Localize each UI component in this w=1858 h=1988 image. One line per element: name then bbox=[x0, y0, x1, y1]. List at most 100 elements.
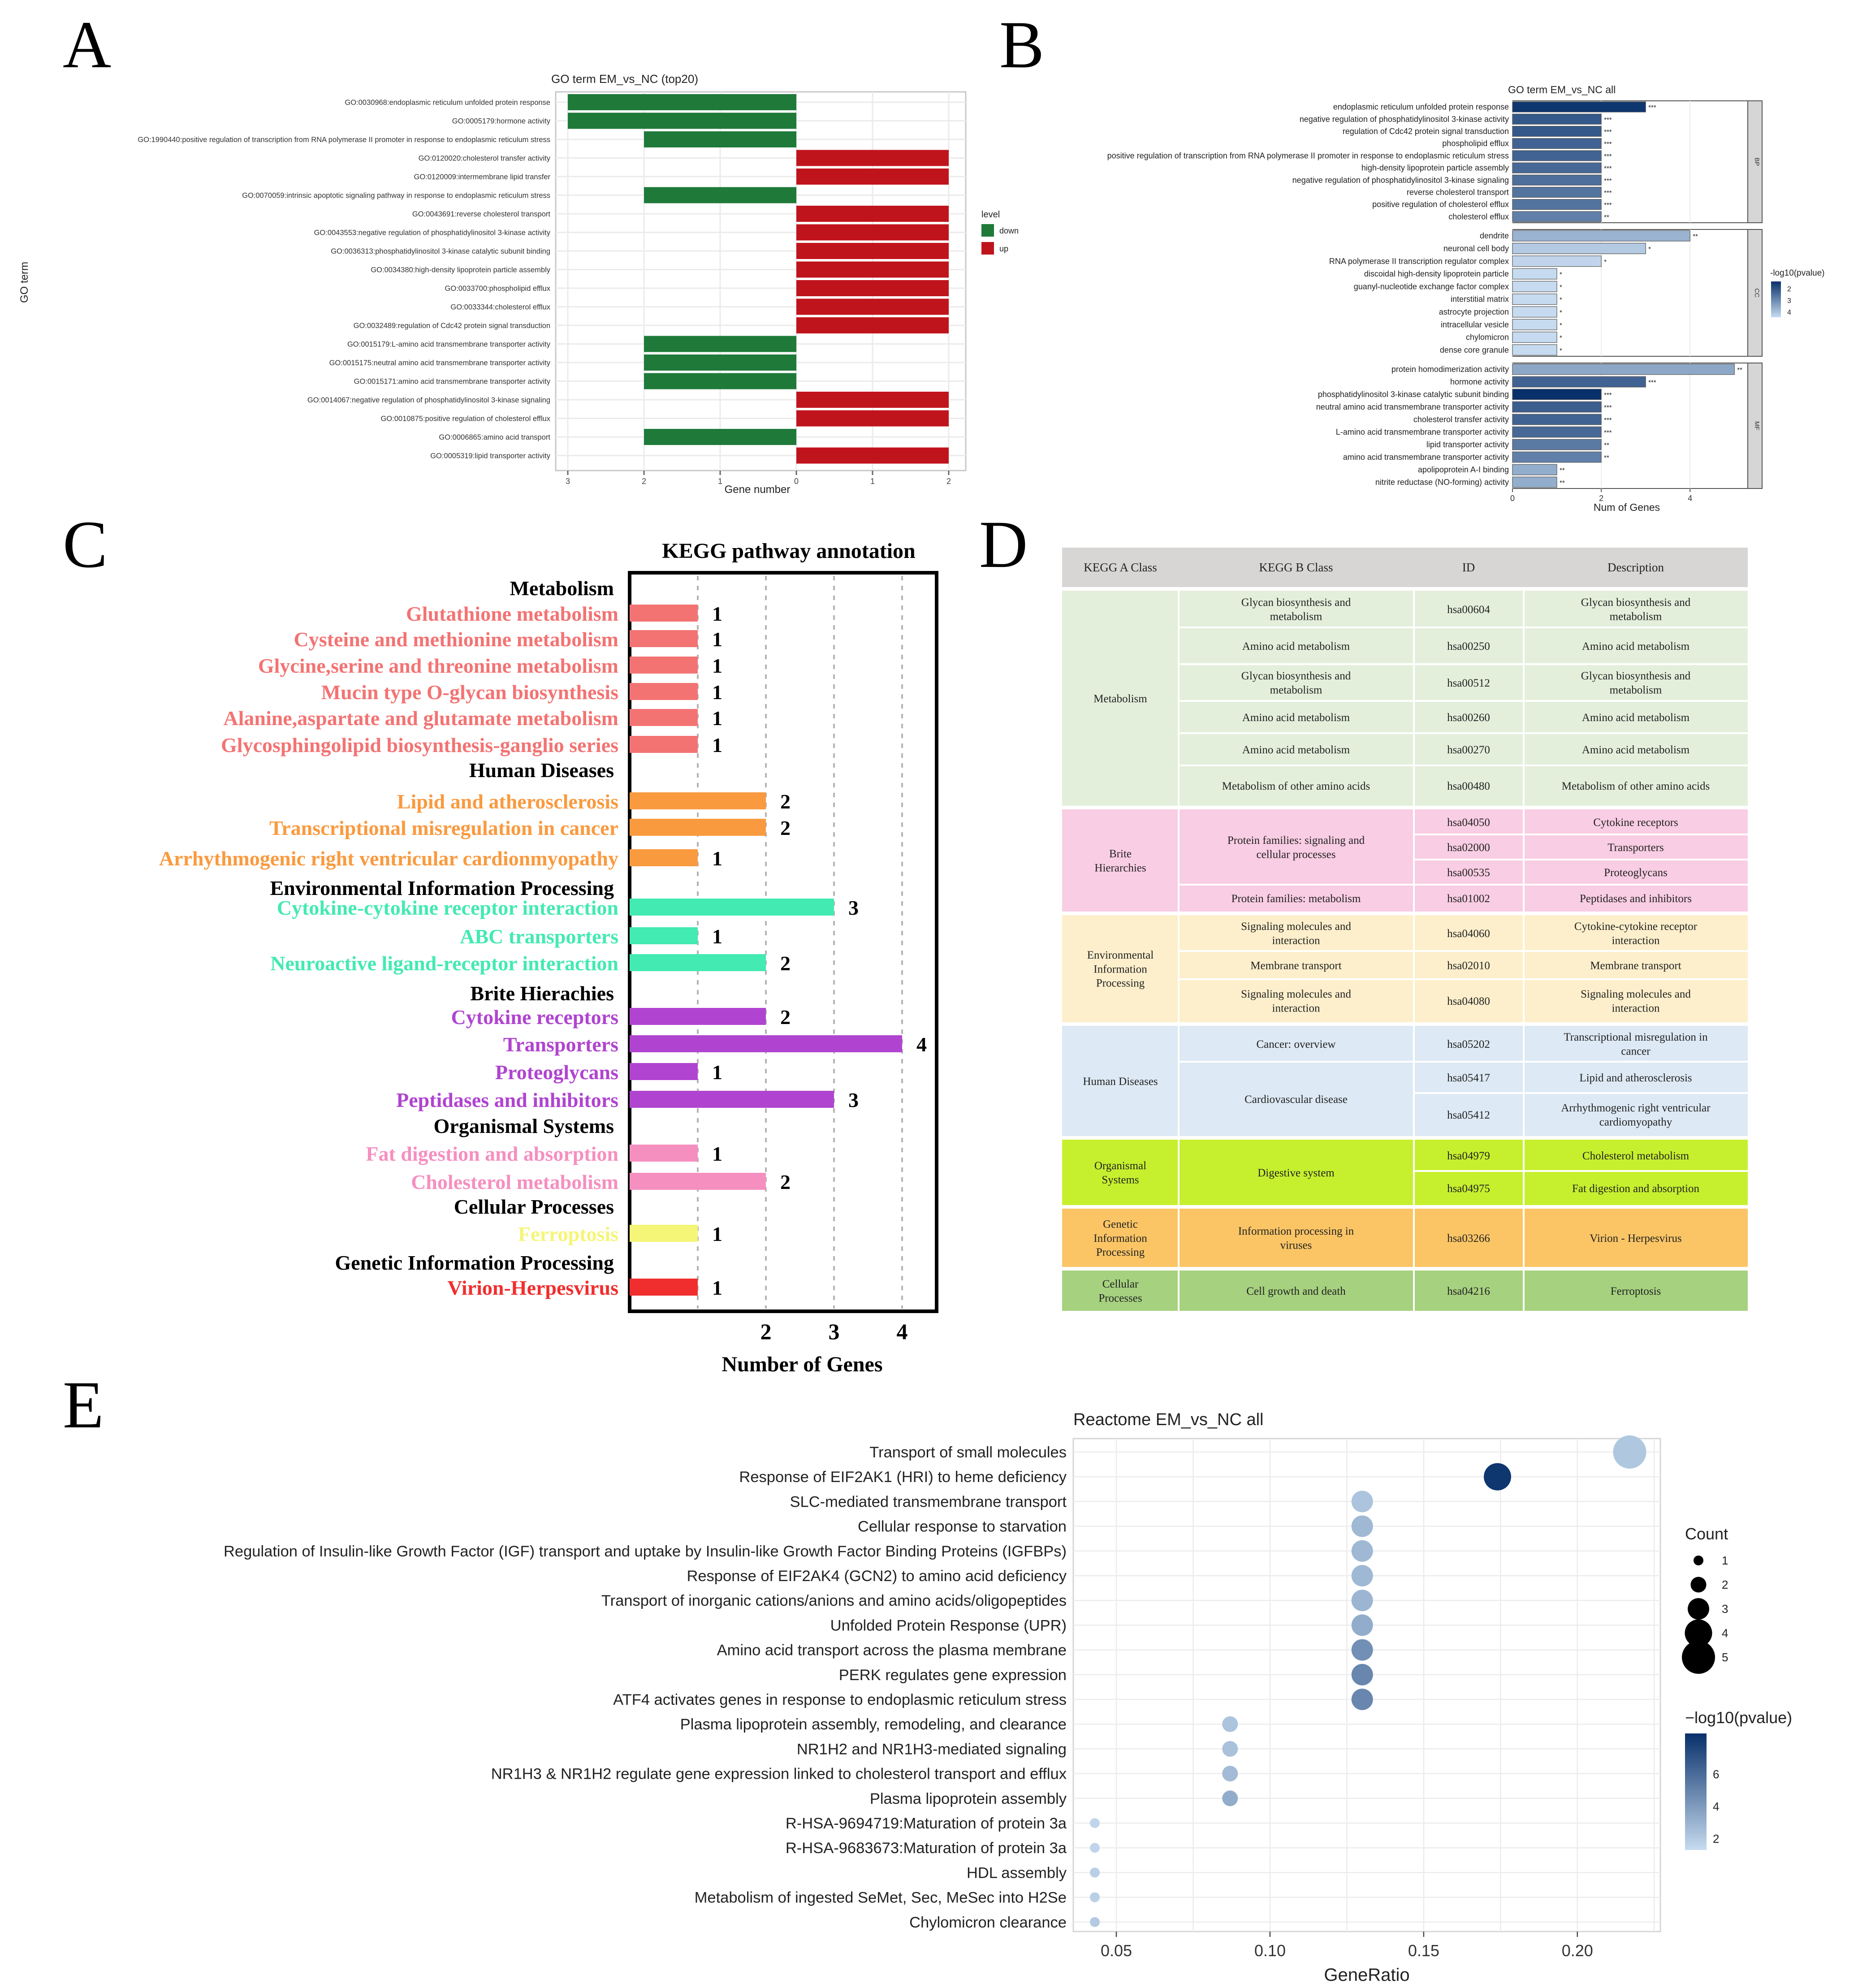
panel-b-sig-label: ** bbox=[1737, 366, 1742, 374]
panel-c-bar bbox=[630, 1035, 902, 1052]
panel-a-legend-up-label: up bbox=[999, 244, 1008, 253]
panel-d-a-class-cell: Hierarchies bbox=[1094, 862, 1146, 874]
panel-c-pathway-label: Glutathione metabolism bbox=[406, 602, 618, 625]
panel-d-id-cell: hsa02000 bbox=[1447, 842, 1490, 854]
panel-c-title: KEGG pathway annotation bbox=[662, 539, 915, 563]
panel-c-value-label: 2 bbox=[780, 817, 791, 839]
panel-c-bar bbox=[630, 683, 698, 700]
panel-c-bar bbox=[630, 849, 698, 866]
panel-b-term-label: neutral amino acid transmembrane transpo… bbox=[1316, 402, 1509, 411]
panel-b-sig-label: *** bbox=[1604, 177, 1612, 185]
panel-c-value-label: 1 bbox=[712, 925, 722, 948]
panel-a-bar bbox=[644, 187, 796, 203]
panel-d-description-cell: Cytokine receptors bbox=[1593, 817, 1678, 829]
panel-a-y-axis-label: GO term bbox=[18, 262, 30, 303]
panel-b-bar bbox=[1512, 138, 1602, 149]
panel-c-bar bbox=[630, 899, 834, 916]
panel-b-legend-tick-2: 2 bbox=[1787, 285, 1791, 293]
panel-a-term-label: GO:0010875:positive regulation of choles… bbox=[380, 415, 550, 423]
panel-d-header-cell: ID bbox=[1462, 561, 1475, 574]
panel-c-x-tick-label: 2 bbox=[760, 1319, 772, 1344]
panel-b-term-label: guanyl-nucleotide exchange factor comple… bbox=[1354, 282, 1509, 291]
panel-b-title: GO term EM_vs_NC all bbox=[1508, 84, 1616, 95]
panel-e-point bbox=[1351, 1565, 1373, 1586]
panel-b-bar bbox=[1512, 306, 1557, 318]
panel-d-b-class-cell: Digestive system bbox=[1257, 1167, 1335, 1179]
panel-c-bar bbox=[630, 709, 698, 726]
panel-d-description-cell: Arrhythmogenic right ventricular bbox=[1561, 1102, 1711, 1114]
panel-d-description-cell: Proteoglycans bbox=[1604, 867, 1668, 879]
panel-b-bar bbox=[1512, 150, 1602, 161]
panel-a-term-label: GO:0005179:hormone activity bbox=[452, 117, 551, 125]
panel-d-b-class-cell: cellular processes bbox=[1256, 848, 1335, 860]
panel-b-bar bbox=[1512, 389, 1602, 400]
panel-e-title: Reactome EM_vs_NC all bbox=[1073, 1410, 1263, 1429]
panel-d-description-cell: Virion - Herpesvirus bbox=[1590, 1232, 1681, 1245]
panel-b-term-label: discoidal high-density lipoprotein parti… bbox=[1364, 269, 1509, 278]
panel-d-id-cell: hsa01002 bbox=[1447, 893, 1490, 905]
panel-e-reactome: Reactome EM_vs_NC all Transport of small… bbox=[224, 1410, 1792, 1985]
panel-b-bar bbox=[1512, 414, 1602, 425]
panel-b-x-axis-label: Num of Genes bbox=[1594, 501, 1660, 513]
panel-d-id-cell: hsa00604 bbox=[1447, 604, 1490, 616]
panel-a-term-label: GO:0006865:amino acid transport bbox=[439, 433, 550, 441]
panel-b-sig-label: * bbox=[1560, 283, 1562, 291]
panel-d-header-cell: KEGG B Class bbox=[1259, 561, 1333, 574]
panel-b-bar bbox=[1512, 101, 1646, 112]
panel-letter-b: B bbox=[999, 8, 1044, 82]
panel-d-id-cell: hsa04050 bbox=[1447, 817, 1490, 829]
panel-b-bar bbox=[1512, 476, 1557, 488]
panel-d-b-class-cell: Amino acid metabolism bbox=[1242, 712, 1350, 724]
panel-a-term-label: GO:0070059:intrinsic apoptotic signaling… bbox=[242, 192, 550, 200]
panel-b-term-label: cholesterol efflux bbox=[1448, 212, 1509, 221]
panel-d-b-class-cell: interaction bbox=[1272, 1002, 1320, 1014]
panel-b-term-label: negative regulation of phosphatidylinosi… bbox=[1300, 115, 1509, 124]
panel-d-group-band bbox=[1062, 1026, 1748, 1136]
panel-c-bar bbox=[630, 657, 698, 674]
panel-d-description-cell: Ferroptosis bbox=[1611, 1285, 1661, 1297]
panel-e-point bbox=[1351, 1689, 1373, 1710]
panel-a-term-label: GO:0015179:L-amino acid transmembrane tr… bbox=[347, 341, 551, 349]
panel-e-pathway-label: Transport of small molecules bbox=[869, 1444, 1067, 1461]
panel-b-bar bbox=[1512, 344, 1557, 356]
panel-c-pathway-label: Lipid and atherosclerosis bbox=[397, 790, 618, 813]
panel-d-description-cell: Cholesterol metabolism bbox=[1582, 1150, 1689, 1162]
panel-letter-c: C bbox=[63, 507, 108, 582]
panel-d-a-class-cell: Organismal bbox=[1094, 1160, 1146, 1172]
panel-c-group-header: Metabolism bbox=[510, 577, 614, 600]
panel-c-pathway-label: Neuroactive ligand-receptor interaction bbox=[270, 952, 618, 975]
panel-d-description-cell: interaction bbox=[1612, 1002, 1660, 1014]
panel-c-value-label: 3 bbox=[848, 896, 859, 919]
panel-e-pathway-label: PERK regulates gene expression bbox=[839, 1667, 1067, 1684]
panel-c-pathway-label: Glycosphingolipid biosynthesis-ganglio s… bbox=[221, 734, 618, 756]
panel-c-bar bbox=[630, 792, 766, 809]
panel-c-bar bbox=[630, 1225, 698, 1242]
panel-d-a-class-cell: Human Diseases bbox=[1083, 1076, 1158, 1088]
panel-b-facet-strip bbox=[1747, 229, 1763, 357]
panel-b-bar bbox=[1512, 186, 1602, 198]
panel-b-term-label: lipid transporter activity bbox=[1426, 440, 1509, 449]
panel-c-bar bbox=[630, 1145, 698, 1162]
panel-d-header-cell: Description bbox=[1607, 561, 1664, 574]
panel-e-point bbox=[1613, 1435, 1646, 1469]
panel-a-bar bbox=[644, 131, 796, 147]
panel-c-bar bbox=[630, 927, 698, 944]
panel-a-x-tick-label: 0 bbox=[794, 477, 799, 486]
panel-d-description-cell: Amino acid metabolism bbox=[1582, 712, 1690, 724]
panel-b-term-label: nitrite reductase (NO-forming) activity bbox=[1375, 478, 1509, 487]
panel-b-sig-label: *** bbox=[1604, 128, 1612, 136]
panel-e-pathway-label: Transport of inorganic cations/anions an… bbox=[601, 1592, 1067, 1609]
panel-d-kegg-table: KEGG A Class KEGG B Class ID Description Met… bbox=[1062, 548, 1748, 1311]
panel-d-b-class-cell: Glycan biosynthesis and bbox=[1241, 670, 1351, 682]
panel-e-pathway-label: Amino acid transport across the plasma m… bbox=[717, 1642, 1067, 1659]
panel-b-bar bbox=[1512, 376, 1646, 388]
panel-a-bar bbox=[644, 373, 796, 389]
panel-d-description-cell: Fat digestion and absorption bbox=[1572, 1183, 1699, 1195]
panel-d-description-cell: interaction bbox=[1612, 934, 1660, 946]
panel-c-pathway-label: Mucin type O-glycan biosynthesis bbox=[321, 681, 618, 704]
panel-b-legend-tick-3: 3 bbox=[1787, 297, 1791, 305]
panel-c-bar bbox=[630, 736, 698, 753]
panel-d-b-class-cell: Cardiovascular disease bbox=[1244, 1093, 1348, 1106]
panel-d-id-cell: hsa04060 bbox=[1447, 928, 1490, 940]
panel-d-description-cell: Amino acid metabolism bbox=[1582, 640, 1690, 653]
